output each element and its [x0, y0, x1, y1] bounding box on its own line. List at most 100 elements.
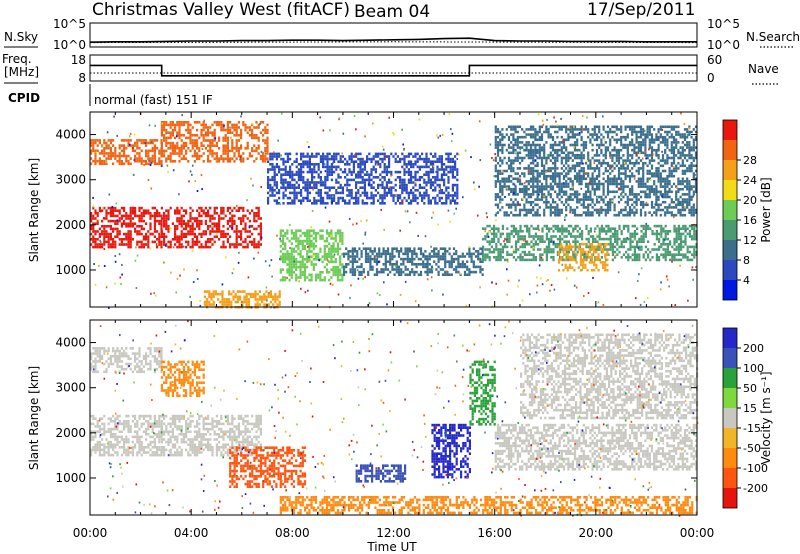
- velocity-colorbar-swatch: [723, 428, 737, 448]
- date-label: 17/Sep/2011: [587, 0, 695, 20]
- power-colorbar-swatch: [723, 260, 737, 280]
- power-colorbar-label-value: 28: [743, 154, 757, 167]
- noise-tick-high-right: 10^5: [707, 17, 740, 31]
- xtick-label: 04:00: [174, 526, 209, 540]
- freq-label-line2: [MHz]: [4, 65, 39, 79]
- power-panel: 1000 2000 3000 4000 Slant Range [km]: [27, 111, 698, 309]
- velocity-scatter-points: [92, 320, 699, 517]
- velocity-colorbar-label-value: -100: [743, 462, 768, 475]
- ytick-label: 3000: [55, 173, 86, 187]
- velocity-colorbar-swatch: [723, 448, 737, 468]
- power-echo-region: [90, 206, 163, 249]
- power-colorbar-swatch: [723, 120, 737, 140]
- power-scatter-points: [92, 112, 697, 309]
- ytick-label: 4000: [55, 128, 86, 142]
- velocity-echo-region: [90, 347, 163, 374]
- noise-tick-low-left: 10^0: [53, 38, 86, 52]
- velocity-colorbar-label-value: -50: [743, 442, 761, 455]
- nsky-label: N.Sky: [4, 30, 38, 44]
- velocity-colorbar-label: Velocity [m s⁻¹]: [759, 371, 773, 464]
- velocity-colorbar: 200 100 50 15 -15 -50 -100 -200: [722, 327, 768, 509]
- velocity-echo-region: [355, 464, 407, 483]
- freq-tick-high: 18: [71, 53, 86, 67]
- velocity-ylabel: Slant Range [km]: [27, 366, 41, 470]
- noise-tick-high-left: 10^5: [53, 17, 86, 31]
- velocity-colorbar-swatch: [723, 368, 737, 388]
- cpid-label: CPID: [8, 91, 40, 105]
- plot-title: Christmas Valley West (fitACF): [92, 0, 350, 20]
- velocity-echo-region: [279, 496, 698, 515]
- power-colorbar-swatch: [723, 200, 737, 220]
- power-echo-region: [267, 152, 459, 205]
- velocity-echo-region: [520, 333, 699, 420]
- velocity-colorbar-label-value: 15: [743, 402, 757, 415]
- noise-panel-frame: [89, 22, 698, 48]
- freq-label-line1: Freq.: [2, 52, 32, 66]
- velocity-colorbar-label-value: 200: [743, 342, 764, 355]
- velocity-colorbar-label-value: -15: [743, 422, 761, 435]
- velocity-colorbar-swatch: [723, 328, 737, 348]
- power-echo-region: [160, 206, 262, 249]
- xtick-label: 16:00: [477, 526, 512, 540]
- power-colorbar-swatch: [723, 140, 737, 160]
- velocity-echo-region: [160, 414, 262, 457]
- power-echo-region: [342, 247, 484, 276]
- ytick-label: 1000: [55, 263, 86, 277]
- power-colorbar-label-value: 20: [743, 194, 757, 207]
- xtick-label: 20:00: [579, 526, 614, 540]
- power-colorbar-swatch: [723, 160, 737, 180]
- power-echo-region: [90, 139, 163, 166]
- cpid-value: normal (fast) 151 IF: [94, 93, 213, 107]
- xtick-label: 08:00: [275, 526, 310, 540]
- time-axis-label: Time UT: [366, 540, 417, 554]
- beam-label: Beam 04: [354, 2, 430, 22]
- velocity-colorbar-label-value: 50: [743, 382, 757, 395]
- nsearch-label: N.Search: [746, 30, 800, 44]
- power-colorbar-swatch: [723, 240, 737, 260]
- velocity-colorbar-label-value: -200: [743, 482, 768, 495]
- power-colorbar-swatch: [723, 280, 737, 300]
- ytick-label: 2000: [55, 426, 86, 440]
- xtick-label: 12:00: [376, 526, 411, 540]
- power-colorbar-label: Power [dB]: [759, 177, 773, 242]
- power-colorbar-label-value: 24: [743, 174, 757, 187]
- velocity-echo-region: [160, 360, 205, 397]
- power-colorbar-label-value: 4: [743, 274, 750, 287]
- noise-tick-low-right: 10^0: [707, 38, 740, 52]
- power-colorbar-swatch: [723, 180, 737, 200]
- velocity-colorbar-label-value: 100: [743, 362, 764, 375]
- ytick-label: 1000: [55, 471, 86, 485]
- power-colorbar: 4 8 12 16 20 24 28: [722, 119, 757, 301]
- nave-label: Nave: [748, 62, 779, 76]
- power-echo-region: [160, 121, 269, 163]
- noise-line-nsky: [89, 37, 697, 43]
- frequency-line: [90, 64, 697, 77]
- nave-tick-low: 0: [707, 71, 715, 85]
- noise-panel: N.Sky N.Search 10^5 10^0 10^5 10^0: [4, 17, 800, 52]
- xtick-label: 00:00: [73, 526, 108, 540]
- nave-tick-high: 60: [707, 53, 722, 67]
- power-colorbar-label-value: 16: [743, 214, 757, 227]
- velocity-colorbar-swatch: [723, 388, 737, 408]
- velocity-echo-region: [229, 446, 307, 488]
- velocity-echo-region: [431, 423, 471, 479]
- noise-line-nsearch: [89, 41, 698, 44]
- velocity-colorbar-swatch: [723, 468, 737, 488]
- frequency-panel-frame: [89, 54, 698, 82]
- power-ylabel: Slant Range [km]: [27, 158, 41, 262]
- velocity-echo-region: [469, 360, 496, 426]
- xtick-label: 00:00: [680, 526, 715, 540]
- velocity-echo-region: [494, 423, 698, 471]
- velocity-panel: 1000 2000 3000 4000 00:00 04:00 08:00 12:00 16:0…: [27, 319, 715, 554]
- freq-tick-low: 8: [78, 71, 86, 85]
- power-echo-region: [494, 125, 698, 217]
- power-echo-region: [203, 290, 281, 309]
- power-colorbar-swatch: [723, 220, 737, 240]
- ytick-label: 3000: [55, 381, 86, 395]
- ytick-label: 4000: [55, 336, 86, 350]
- velocity-colorbar-swatch: [723, 348, 737, 368]
- velocity-colorbar-swatch: [723, 408, 737, 428]
- velocity-colorbar-swatch: [723, 488, 737, 508]
- ytick-label: 2000: [55, 218, 86, 232]
